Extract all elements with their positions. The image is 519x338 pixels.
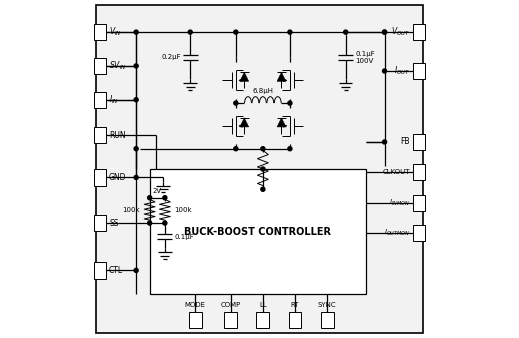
Text: RT: RT — [291, 302, 299, 308]
Circle shape — [134, 64, 138, 68]
Text: COMP: COMP — [221, 302, 241, 308]
Circle shape — [383, 140, 387, 144]
Circle shape — [383, 30, 387, 34]
Text: MODE: MODE — [185, 302, 206, 308]
Circle shape — [147, 196, 152, 200]
Bar — [413, 164, 426, 180]
Circle shape — [147, 221, 152, 225]
Circle shape — [261, 187, 265, 191]
Bar — [93, 127, 106, 143]
Polygon shape — [240, 118, 249, 127]
Bar — [413, 63, 426, 79]
Circle shape — [134, 175, 138, 179]
Bar — [224, 312, 237, 328]
Text: $I_{OUTMON}$: $I_{OUTMON}$ — [384, 228, 410, 238]
Text: 100k: 100k — [174, 208, 192, 213]
Text: $V_{OUT}$: $V_{OUT}$ — [391, 26, 410, 38]
Circle shape — [234, 30, 238, 34]
Circle shape — [234, 101, 238, 105]
Bar — [93, 169, 106, 186]
Text: SS: SS — [109, 219, 118, 227]
Bar — [93, 92, 106, 108]
Circle shape — [134, 98, 138, 102]
Text: BUCK-BOOST CONTROLLER: BUCK-BOOST CONTROLLER — [184, 226, 331, 237]
Bar — [149, 169, 366, 294]
Bar — [413, 134, 426, 150]
Bar — [413, 195, 426, 211]
Bar — [93, 58, 106, 74]
Text: 0.1μF
100V: 0.1μF 100V — [355, 51, 375, 64]
Bar — [321, 312, 334, 328]
Circle shape — [188, 30, 192, 34]
Circle shape — [234, 147, 238, 151]
Text: GND: GND — [109, 173, 127, 182]
Bar — [93, 262, 106, 279]
Text: CTL: CTL — [109, 266, 123, 275]
Bar — [289, 312, 302, 328]
Bar — [256, 312, 269, 328]
Bar — [189, 312, 202, 328]
Text: 100k: 100k — [122, 208, 140, 213]
Bar — [413, 24, 426, 40]
Circle shape — [163, 196, 167, 200]
Text: SYNC: SYNC — [318, 302, 336, 308]
Circle shape — [261, 147, 265, 151]
Circle shape — [288, 30, 292, 34]
Polygon shape — [277, 72, 286, 81]
Text: $V_{IN}$: $V_{IN}$ — [109, 26, 122, 38]
Circle shape — [383, 69, 387, 73]
Text: $SV_{IN}$: $SV_{IN}$ — [109, 60, 127, 72]
Text: $I_{IN}$: $I_{IN}$ — [109, 94, 119, 106]
Text: 0.1μF: 0.1μF — [174, 234, 194, 240]
Circle shape — [344, 30, 348, 34]
Polygon shape — [240, 72, 249, 81]
Circle shape — [383, 30, 387, 34]
Circle shape — [134, 268, 138, 272]
Text: RUN: RUN — [109, 131, 126, 140]
Circle shape — [163, 221, 167, 225]
Text: 6.8μH: 6.8μH — [252, 88, 274, 94]
Bar — [413, 225, 426, 241]
Circle shape — [288, 147, 292, 151]
Bar — [93, 24, 106, 40]
Polygon shape — [277, 118, 286, 127]
Circle shape — [288, 101, 292, 105]
Text: 2V: 2V — [153, 188, 162, 194]
Text: $I_{OUT}$: $I_{OUT}$ — [394, 65, 410, 77]
Text: $I_{INMON}$: $I_{INMON}$ — [389, 198, 410, 208]
Text: LL: LL — [259, 302, 267, 308]
Circle shape — [261, 167, 265, 171]
Text: FB: FB — [401, 138, 410, 146]
Circle shape — [134, 147, 138, 151]
Bar — [93, 215, 106, 231]
Text: 0.2μF: 0.2μF — [161, 54, 181, 61]
Text: CLKOUT: CLKOUT — [383, 169, 410, 175]
Circle shape — [134, 30, 138, 34]
